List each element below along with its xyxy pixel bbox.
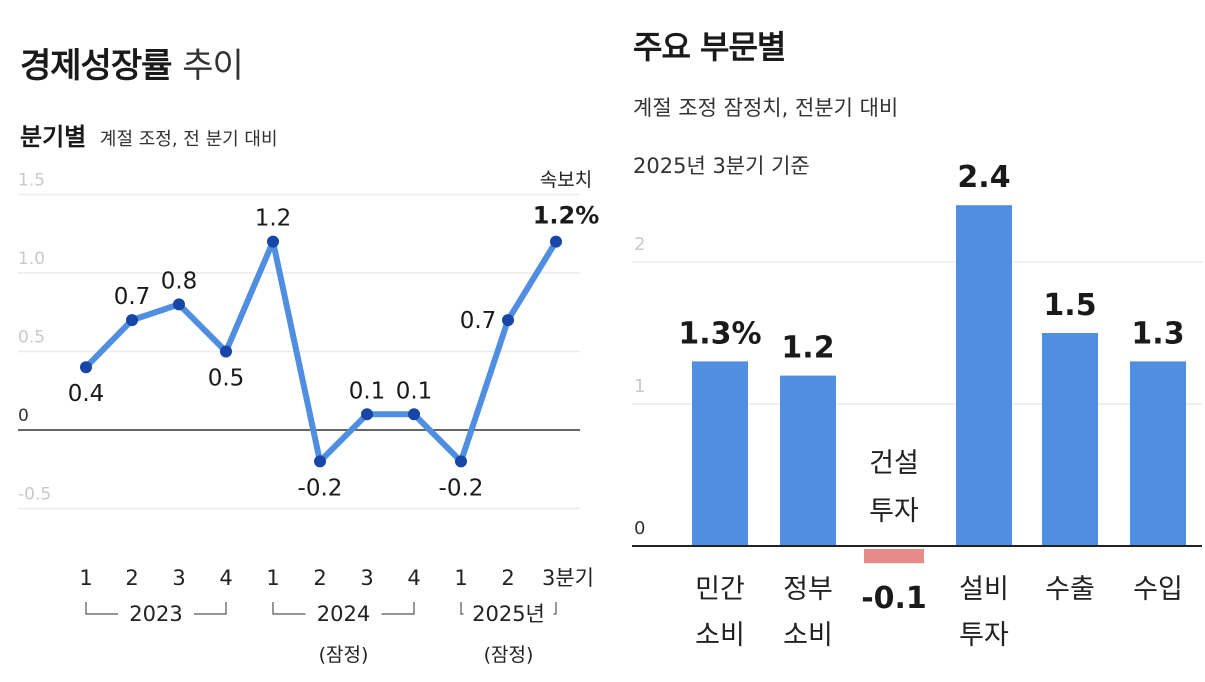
bar-category-label: 투자 bbox=[959, 620, 1009, 651]
year-bracket bbox=[194, 602, 227, 615]
bar-category-label: 정부 bbox=[783, 574, 833, 605]
bar-value-label: 1.3% bbox=[678, 316, 761, 351]
bar-negative bbox=[864, 549, 924, 564]
line-point bbox=[220, 345, 232, 358]
left-title-bold: 경제성장률 bbox=[20, 46, 172, 86]
bar bbox=[1130, 361, 1186, 546]
line-value-label: 0.7 bbox=[460, 308, 497, 334]
line-chart: 1.5 1.0 0.5 0 -0.5 0.4 0.7 0.8 0.5 1.2 -0.2 0.1 0.1… bbox=[18, 169, 600, 666]
bar-category-label: 민간 bbox=[695, 574, 745, 605]
left-subtitle-bold: 분기별 bbox=[20, 123, 87, 151]
right-subtitle-2: 2025년 3분기 기준 bbox=[633, 154, 810, 178]
left-title-light: 추이 bbox=[182, 46, 244, 86]
year-note: (잠정) bbox=[319, 644, 369, 666]
year-bracket bbox=[85, 602, 118, 615]
bar-value-label: -0.1 bbox=[861, 581, 927, 616]
bar-category-label: 소비 bbox=[783, 620, 833, 651]
bar-chart: 210 1.3% 1.2-0.12.41.51.3 민간소비정부소비건설투자설비투… bbox=[632, 160, 1202, 651]
right-subtitle-1: 계절 조정 잠정치, 전분기 대비 bbox=[633, 96, 899, 120]
line-xtick-label: 3분기 bbox=[542, 566, 594, 590]
bar-value-label: 2.4 bbox=[957, 160, 1010, 195]
year-bracket bbox=[381, 602, 415, 615]
bar-value-label: 1.2 bbox=[781, 331, 834, 366]
bar-category-label: 투자 bbox=[869, 496, 919, 527]
bar-ytick-label: 1 bbox=[634, 376, 645, 397]
line-ytick-label: 1.0 bbox=[18, 249, 45, 269]
line-point bbox=[173, 298, 185, 311]
line-ytick-label: -0.5 bbox=[18, 485, 51, 505]
line-point bbox=[126, 314, 138, 327]
line-xtick-label: 3 bbox=[360, 566, 373, 590]
line-xtick-label: 4 bbox=[219, 566, 232, 590]
line-value-label: 1.2 bbox=[255, 206, 292, 232]
left-subtitle: 분기별 계절 조정, 전 분기 대비 bbox=[20, 117, 278, 152]
bar bbox=[692, 361, 748, 546]
line-point bbox=[550, 235, 562, 248]
line-point bbox=[267, 235, 279, 248]
bar-value-label: 1.5 bbox=[1043, 288, 1096, 323]
year-bracket bbox=[553, 602, 557, 615]
line-xtick-label: 4 bbox=[407, 566, 420, 590]
bar-category-label: 수입 bbox=[1133, 574, 1183, 605]
line-xtick-label: 1 bbox=[266, 566, 279, 590]
line-point bbox=[502, 314, 514, 327]
line-annotation: 속보치 bbox=[540, 169, 592, 191]
right-title: 주요 부문별 bbox=[633, 28, 786, 66]
bar-category-label: 소비 bbox=[695, 620, 745, 651]
line-value-label: -0.2 bbox=[439, 475, 484, 501]
line-value-label: 0.5 bbox=[208, 366, 245, 392]
bar-value-label: 1.3 bbox=[1131, 316, 1184, 351]
line-ytick-label: 0 bbox=[18, 406, 29, 426]
bar-ytick-label: 2 bbox=[634, 234, 645, 255]
year-bracket bbox=[272, 602, 306, 615]
line-value-label: 0.4 bbox=[68, 381, 105, 407]
line-value-label: 0.1 bbox=[349, 378, 386, 404]
line-point bbox=[361, 408, 373, 421]
line-value-label: -0.2 bbox=[298, 475, 343, 501]
line-point bbox=[314, 455, 326, 468]
line-xtick-label: 2 bbox=[501, 566, 514, 590]
line-value-label: 0.7 bbox=[114, 284, 151, 310]
line-xtick-label: 1 bbox=[79, 566, 92, 590]
line-xtick-label: 1 bbox=[454, 566, 467, 590]
bar-category-label: 수출 bbox=[1045, 574, 1095, 605]
line-ytick-label: 1.5 bbox=[18, 171, 45, 191]
year-label: 2023 bbox=[129, 602, 182, 626]
line-value-label: 0.1 bbox=[396, 378, 433, 404]
line-point bbox=[408, 408, 420, 421]
bar-category-label: 설비 bbox=[959, 574, 1009, 605]
year-label: 2025년 bbox=[472, 602, 545, 626]
line-value-label: 1.2% bbox=[533, 202, 600, 230]
left-subtitle-note: 계절 조정, 전 분기 대비 bbox=[99, 129, 278, 150]
year-note: (잠정) bbox=[484, 644, 534, 666]
year-bracket bbox=[460, 602, 464, 615]
line-point bbox=[80, 361, 92, 374]
line-value-label: 0.8 bbox=[161, 268, 198, 294]
line-xtick-label: 2 bbox=[313, 566, 326, 590]
line-point bbox=[455, 455, 467, 468]
line-xtick-label: 2 bbox=[125, 566, 138, 590]
bar bbox=[780, 375, 836, 546]
bar-category-label: 건설 bbox=[869, 448, 919, 479]
line-xtick-label: 3 bbox=[172, 566, 185, 590]
line-ytick-label: 0.5 bbox=[18, 328, 45, 348]
bar bbox=[956, 205, 1012, 546]
bar-ytick-label: 0 bbox=[634, 518, 645, 539]
year-label: 2024 bbox=[317, 602, 370, 626]
left-title: 경제성장률 추이 bbox=[20, 38, 244, 87]
bar bbox=[1042, 333, 1098, 546]
